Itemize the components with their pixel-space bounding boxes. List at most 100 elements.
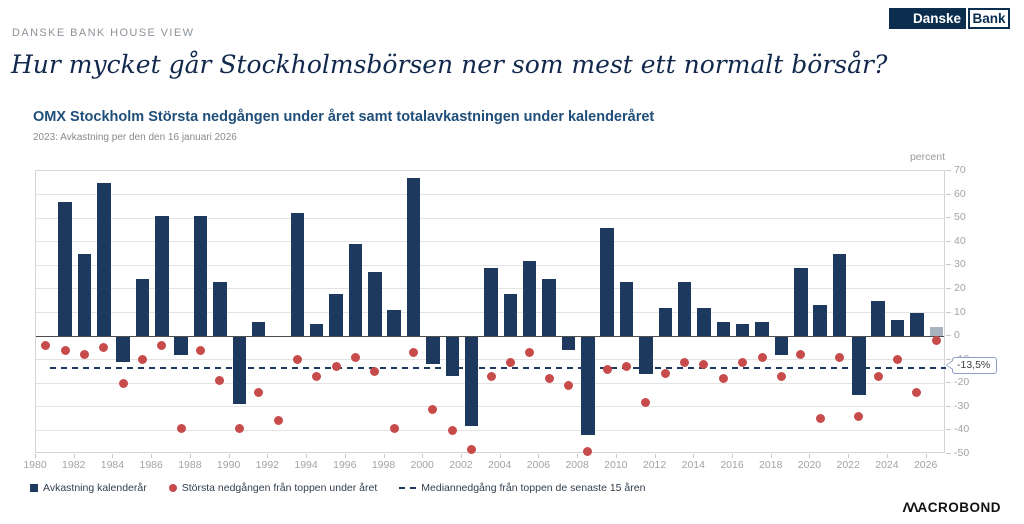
- bar-1996: [348, 244, 363, 337]
- dot-2007: [563, 381, 573, 391]
- bar-1981: [58, 201, 72, 337]
- gridline--10: [36, 359, 944, 361]
- x-tick-label: 2018: [759, 459, 783, 471]
- bar-2007: [561, 336, 576, 351]
- y-tick-label: -20: [954, 376, 970, 389]
- dot-2016: [738, 357, 748, 367]
- dot-2002: [467, 444, 477, 454]
- gridline-50: [36, 217, 944, 219]
- chart-legend: Avkastning kalenderår Största nedgången …: [30, 482, 645, 494]
- x-tick: [499, 454, 501, 458]
- dot-2025: [912, 388, 922, 398]
- dot-2003: [486, 371, 496, 381]
- dot-2017: [757, 352, 767, 362]
- x-tick: [538, 454, 540, 458]
- x-tick: [422, 454, 424, 458]
- bar-2026: [929, 326, 944, 337]
- dot-1989: [215, 376, 225, 386]
- bar-2005: [522, 260, 537, 337]
- x-tick-label: 2014: [681, 459, 705, 471]
- y-tick: [946, 240, 951, 242]
- x-tick: [383, 454, 385, 458]
- gridline--30: [36, 406, 944, 408]
- dot-2011: [641, 397, 651, 407]
- median-drawdown-line: [50, 366, 946, 369]
- legend-label-drawdown: Största nedgången från toppen under året: [181, 482, 378, 494]
- bar-2010: [619, 281, 634, 337]
- bar-1988: [193, 215, 208, 337]
- dot-2008: [583, 447, 593, 457]
- x-tick: [732, 454, 734, 458]
- bar-2001: [445, 336, 460, 377]
- y-tick: [946, 287, 951, 289]
- dot-2021: [835, 352, 844, 362]
- bar-1983: [97, 182, 111, 337]
- x-tick-label: 2010: [604, 459, 628, 471]
- dot-swatch-icon: [168, 484, 177, 492]
- bar-1984: [116, 336, 130, 363]
- dot-2023: [873, 371, 883, 381]
- dot-2012: [660, 369, 670, 379]
- x-tick-label: 1980: [23, 459, 47, 471]
- danske-bank-logo-bank: Bank: [968, 8, 1010, 29]
- y-tick-label: 70: [954, 164, 966, 176]
- bar-1999: [406, 178, 421, 337]
- x-tick: [577, 454, 579, 458]
- dot-2005: [525, 348, 535, 358]
- x-tick-label: 2008: [565, 459, 589, 471]
- dash-swatch-icon: [399, 487, 417, 489]
- dot-1988: [196, 345, 206, 355]
- dot-2010: [622, 362, 632, 372]
- x-tick: [344, 454, 346, 458]
- bar-1991: [251, 321, 266, 337]
- chart-subtitle: 2023: Avkastning per den den 16 januari …: [33, 132, 237, 143]
- y-tick: [946, 335, 951, 337]
- x-tick: [112, 454, 114, 458]
- dot-2014: [699, 359, 709, 369]
- x-tick: [151, 454, 153, 458]
- chart-title: OMX Stockholm Största nedgången under år…: [33, 109, 655, 125]
- y-tick: [946, 217, 951, 219]
- dot-1987: [176, 423, 186, 433]
- x-tick: [925, 454, 927, 458]
- median-callout-value: -13,5%: [952, 356, 998, 374]
- bar-2023: [871, 300, 885, 337]
- bar-1993: [290, 213, 305, 337]
- x-tick-label: 1990: [216, 459, 241, 471]
- dot-2013: [680, 357, 690, 367]
- bar-2025: [910, 312, 924, 337]
- dot-2004: [505, 357, 515, 367]
- dot-2006: [544, 374, 554, 384]
- y-tick: [946, 358, 951, 360]
- zero-line: [36, 335, 944, 337]
- x-tick-label: 1986: [139, 459, 163, 471]
- x-tick: [809, 454, 811, 458]
- x-tick: [615, 454, 617, 458]
- bar-2004: [503, 293, 518, 337]
- dot-2022: [854, 411, 864, 421]
- dot-2020: [815, 414, 825, 424]
- y-tick: [946, 264, 951, 266]
- dot-1984: [118, 378, 128, 388]
- bar-1997: [368, 272, 382, 337]
- bar-2015: [716, 321, 731, 337]
- x-tick-label: 1994: [294, 459, 318, 471]
- gridline-40: [36, 241, 944, 243]
- y-tick-label: 30: [954, 258, 966, 271]
- legend-label-median: Mediannedgång från toppen de senaste 15 …: [421, 482, 646, 494]
- legend-label-returns: Avkastning kalenderår: [43, 482, 147, 494]
- y-tick: [946, 193, 951, 195]
- y-tick: [946, 170, 951, 171]
- danske-bank-logo-danske: Danske: [889, 8, 966, 29]
- x-tick-label: 2020: [797, 459, 822, 471]
- bar-2022: [852, 336, 866, 396]
- bar-1986: [155, 215, 169, 337]
- gridline--20: [36, 382, 944, 384]
- dot-1993: [292, 355, 302, 365]
- y-tick: [946, 429, 951, 431]
- dot-1982: [79, 350, 89, 360]
- x-tick-label: 1996: [333, 459, 357, 471]
- dot-1997: [370, 366, 380, 376]
- dot-1999: [409, 348, 419, 358]
- legend-item-returns: Avkastning kalenderår: [30, 482, 147, 494]
